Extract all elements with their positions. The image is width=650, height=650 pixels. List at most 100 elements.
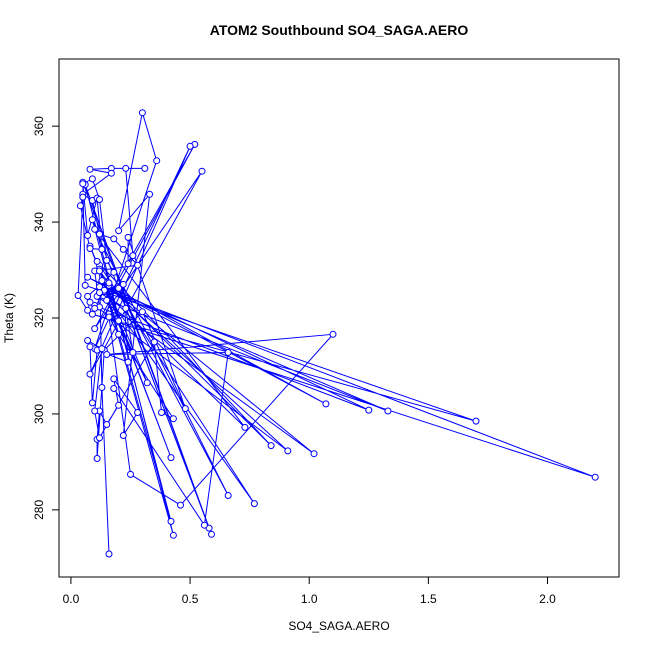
data-point [150, 338, 158, 346]
data-point [143, 379, 151, 387]
data-point [186, 142, 194, 150]
data-point [91, 407, 99, 415]
data-point [81, 281, 89, 289]
data-point [96, 267, 103, 275]
data-point [310, 450, 318, 458]
data-point [169, 415, 177, 423]
data-point [96, 196, 103, 203]
data-point [86, 370, 94, 378]
data-point [224, 349, 232, 356]
data-point [322, 400, 330, 408]
data-point [98, 345, 106, 353]
y-axis-label: Theta (K) [2, 293, 16, 343]
data-point [122, 304, 130, 312]
data-point [105, 279, 113, 287]
data-point [86, 245, 94, 252]
data-point [141, 164, 149, 172]
data-point [115, 284, 123, 292]
data-point [88, 175, 96, 183]
x-tick-label: 2.0 [539, 592, 556, 606]
data-point [103, 421, 111, 428]
data-series [74, 109, 599, 558]
data-point [138, 308, 146, 316]
data-point [76, 202, 84, 210]
data-point [115, 401, 123, 409]
data-point [284, 447, 292, 455]
data-point [365, 406, 373, 414]
data-point [91, 304, 99, 312]
x-tick-label: 0.5 [182, 592, 199, 606]
data-point [110, 235, 118, 243]
data-point [591, 473, 599, 481]
data-point [129, 349, 137, 356]
x-tick-label: 0.0 [63, 592, 80, 606]
data-point [119, 432, 127, 439]
data-point [167, 517, 175, 525]
data-point [153, 157, 161, 165]
data-point [84, 232, 92, 239]
data-point [98, 245, 106, 253]
y-axis: 280 300 320 340 360 [32, 116, 59, 520]
data-point [124, 233, 132, 241]
y-tick-label: 300 [32, 404, 46, 424]
data-point [124, 358, 132, 366]
data-point [124, 260, 132, 268]
data-point [146, 190, 154, 198]
data-point [105, 313, 113, 321]
data-point [79, 180, 87, 188]
data-point [91, 325, 99, 333]
data-point [107, 169, 115, 177]
data-point [103, 296, 111, 304]
data-point [88, 310, 96, 318]
data-point [158, 409, 165, 416]
x-axis-label: SO4_SAGA.AERO [288, 619, 389, 633]
data-point [110, 268, 118, 276]
data-point [74, 292, 82, 299]
data-point [250, 500, 258, 508]
data-point [96, 434, 103, 442]
y-tick-label: 360 [32, 116, 46, 136]
data-point [119, 245, 127, 253]
data-point [134, 261, 142, 269]
data-point [115, 330, 123, 338]
data-point [105, 550, 113, 558]
data-point [169, 531, 177, 539]
data-point [88, 216, 96, 224]
data-point [181, 405, 189, 413]
data-point [93, 455, 101, 462]
data-point [93, 257, 101, 265]
chart-title: ATOM2 Southbound SO4_SAGA.AERO [210, 22, 469, 38]
data-point [119, 280, 127, 288]
data-point [98, 384, 106, 391]
data-point [91, 225, 99, 233]
data-point [86, 298, 94, 306]
y-tick-label: 320 [32, 308, 46, 328]
y-tick-label: 280 [32, 500, 46, 520]
data-point [110, 385, 118, 392]
data-point [267, 442, 275, 450]
data-point [472, 417, 480, 425]
series-line [77, 112, 596, 555]
data-point [115, 317, 123, 325]
data-point [129, 252, 137, 260]
data-point [103, 351, 111, 358]
data-point [122, 164, 130, 172]
x-axis: 0.0 0.5 1.0 1.5 2.0 [63, 577, 556, 606]
data-point [384, 407, 392, 415]
data-point [84, 292, 92, 300]
data-point [98, 277, 106, 285]
data-point [177, 501, 184, 509]
data-point [79, 193, 87, 201]
x-tick-label: 1.0 [301, 592, 318, 606]
data-point [96, 230, 103, 238]
data-point [84, 337, 92, 344]
data-point [134, 409, 142, 416]
data-point [200, 521, 208, 529]
data-point [96, 289, 103, 297]
x-tick-label: 1.5 [420, 592, 437, 606]
data-point [198, 167, 206, 175]
data-point [88, 399, 96, 407]
data-point [103, 256, 111, 264]
data-point [86, 165, 94, 173]
